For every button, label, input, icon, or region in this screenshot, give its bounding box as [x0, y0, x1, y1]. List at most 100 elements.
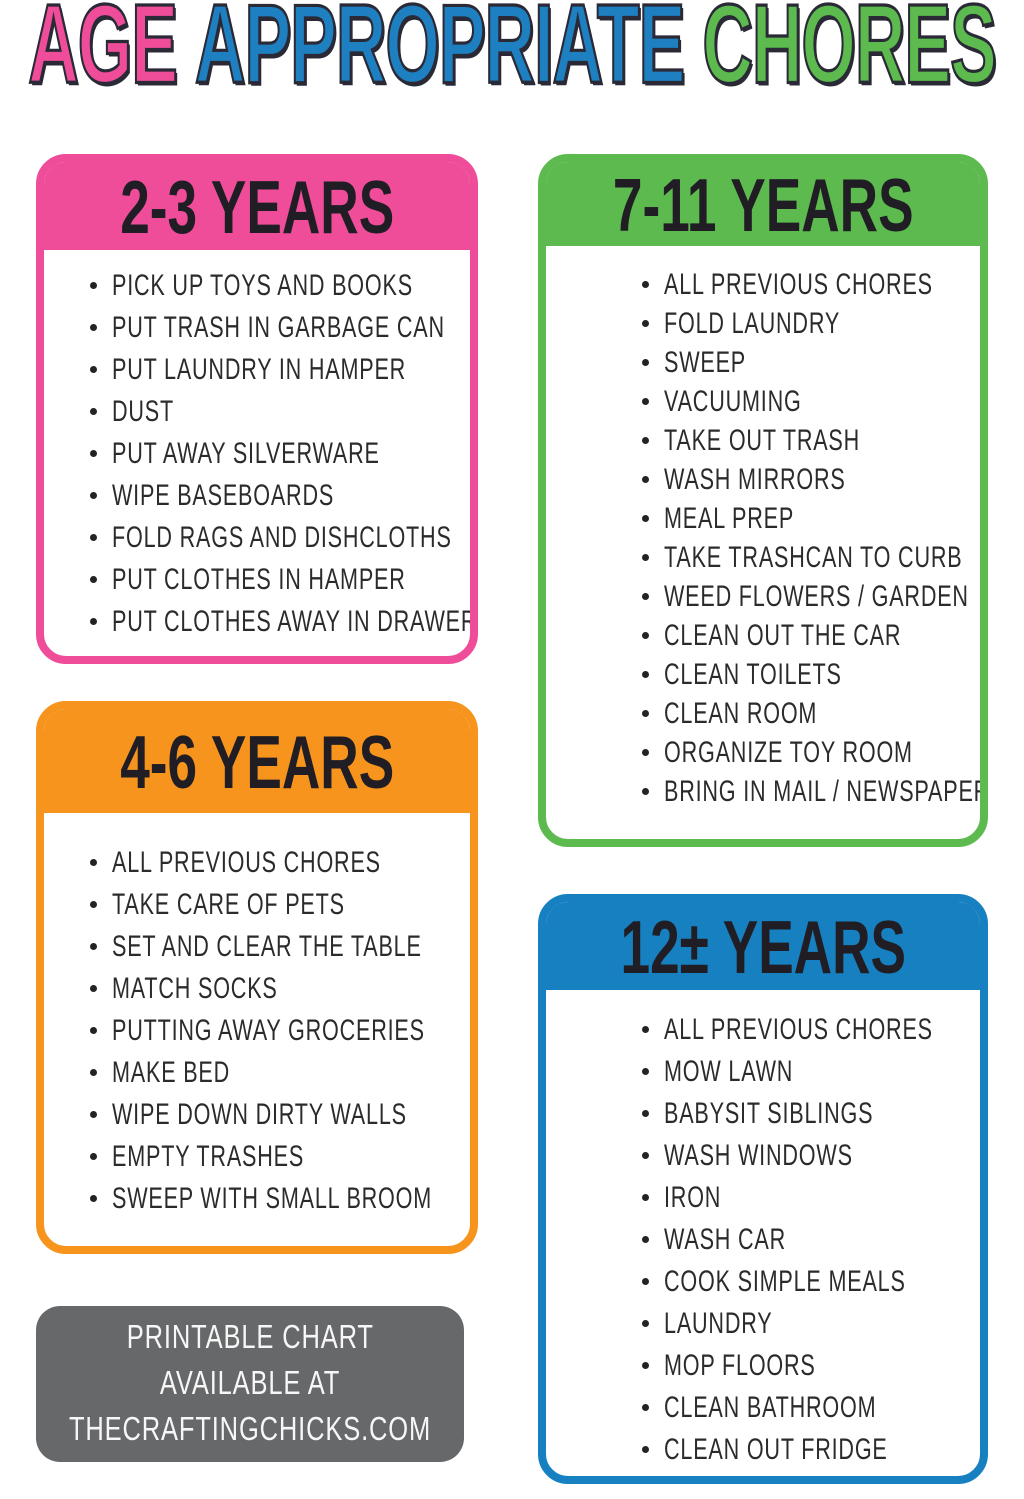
chore-item: ALL PREVIOUS CHORES	[642, 1011, 974, 1045]
chore-item-label: ALL PREVIOUS CHORES	[664, 1011, 933, 1045]
chore-item-label: PUT AWAY SILVERWARE	[112, 435, 380, 469]
chore-item-label: BABYSIT SIBLINGS	[664, 1095, 874, 1129]
chore-item: BRING IN MAIL / NEWSPAPER	[642, 774, 980, 807]
chore-item-label: MAKE BED	[112, 1054, 231, 1088]
chore-item: FOLD LAUNDRY	[642, 306, 974, 340]
title-word-appropriate: APPROPRIATE	[194, 0, 686, 108]
chore-item-label: ORGANIZE TOY ROOM	[664, 735, 913, 769]
chore-item: CLEAN TOILETS	[642, 657, 974, 691]
card-4-6-years-list: ALL PREVIOUS CHORES TAKE CARE OF PETS SE…	[44, 813, 470, 1214]
chore-item: FOLD RAGS AND DISHCLOTHS	[90, 520, 464, 553]
bullet-dot-icon	[642, 1445, 649, 1453]
card-4-6-years: 4-6 YEARS ALL PREVIOUS CHORES TAKE CARE …	[36, 701, 478, 1254]
bullet-dot-icon	[90, 323, 97, 331]
bullet-dot-icon	[642, 749, 649, 756]
chore-item: TAKE OUT TRASH	[642, 423, 974, 457]
chore-item: MEAL PREP	[642, 501, 974, 534]
chore-item: DUST	[90, 394, 464, 427]
card-7-11-years-title: 7-11 YEARS	[612, 161, 914, 247]
chore-item-label: CLEAN TOILETS	[664, 657, 842, 691]
bullet-dot-icon	[90, 617, 97, 625]
bullet-dot-icon	[642, 1109, 649, 1117]
chore-item: PUT CLOTHES IN HAMPER	[90, 562, 464, 595]
left-column: 2-3 YEARS PICK UP TOYS AND BOOKS PUT TRA…	[36, 154, 478, 1484]
chore-item: VACUUMING	[642, 384, 974, 417]
chore-item: WASH CAR	[642, 1221, 974, 1255]
chore-item-label: SET AND CLEAR THE TABLE	[112, 928, 422, 962]
chore-item: WASH WINDOWS	[642, 1137, 974, 1171]
page-title: AGE APPROPRIATE CHORES	[0, 0, 1024, 124]
chore-item-label: LAUNDRY	[664, 1305, 773, 1339]
chore-item: CLEAN OUT THE CAR	[642, 618, 974, 652]
chore-item: PUT AWAY SILVERWARE	[90, 435, 464, 469]
chore-item: BABYSIT SIBLINGS	[642, 1095, 974, 1129]
chore-item: MOP FLOORS	[642, 1347, 974, 1381]
chore-item: PUT LAUNDRY IN HAMPER	[90, 351, 464, 385]
chore-item-label: MOW LAWN	[664, 1053, 794, 1087]
chore-item: CLEAN BATHROOM	[642, 1389, 974, 1423]
chore-item: MOW LAWN	[642, 1053, 974, 1087]
chore-item-label: MOP FLOORS	[664, 1347, 816, 1381]
chore-item: WIPE DOWN DIRTY WALLS	[90, 1097, 464, 1130]
chore-item-label: SWEEP WITH SMALL BROOM	[112, 1180, 433, 1214]
chore-item: ALL PREVIOUS CHORES	[90, 845, 464, 878]
chore-item: WASH MIRRORS	[642, 462, 974, 496]
chore-item: WIPE BASEBOARDS	[90, 477, 464, 511]
chore-item-label: PUTTING AWAY GROCERIES	[112, 1012, 425, 1046]
footer-line-3: THECRAFTINGCHICKS.COM	[68, 1411, 432, 1448]
chore-item-label: WASH CAR	[664, 1221, 787, 1255]
bullet-dot-icon	[642, 671, 649, 678]
chore-item-label: EMPTY TRASHES	[112, 1138, 305, 1172]
chore-item-label: PUT CLOTHES AWAY IN DRAWERS	[112, 603, 478, 637]
chore-item-label: TAKE TRASHCAN TO CURB	[664, 540, 963, 574]
bullet-dot-icon	[642, 1235, 649, 1243]
chore-item-label: CLEAN OUT THE CAR	[664, 618, 902, 652]
bullet-dot-icon	[642, 1319, 649, 1327]
bullet-dot-icon	[90, 491, 97, 499]
chore-item-label: PICK UP TOYS AND BOOKS	[112, 267, 413, 301]
bullet-dot-icon	[642, 476, 649, 483]
chore-item-label: BRING IN MAIL / NEWSPAPER	[664, 774, 988, 808]
chore-item: MAKE BED	[90, 1054, 464, 1088]
chore-item: ALL PREVIOUS CHORES	[642, 267, 974, 300]
bullet-dot-icon	[642, 437, 649, 444]
bullet-dot-icon	[642, 710, 649, 717]
card-12-plus-years-list: ALL PREVIOUS CHORES MOW LAWN BABYSIT SIB…	[546, 990, 980, 1465]
card-7-11-years-list: ALL PREVIOUS CHORES FOLD LAUNDRY SWEEP V…	[546, 246, 980, 807]
bullet-dot-icon	[642, 1193, 649, 1201]
bullet-dot-icon	[642, 554, 649, 561]
title-word-age: AGE	[27, 0, 179, 108]
printable-chart-note: PRINTABLE CHART AVAILABLE AT THECRAFTING…	[36, 1306, 464, 1462]
card-12-plus-years: 12± YEARS ALL PREVIOUS CHORES MOW LAWN B…	[538, 894, 988, 1484]
bullet-dot-icon	[642, 398, 649, 405]
card-4-6-years-title: 4-6 YEARS	[119, 718, 394, 804]
bullet-dot-icon	[642, 1151, 649, 1159]
chore-item-label: WASH WINDOWS	[664, 1137, 853, 1171]
chore-item: PUT CLOTHES AWAY IN DRAWERS	[90, 604, 470, 637]
bullet-dot-icon	[642, 320, 649, 327]
chore-item: WEED FLOWERS / GARDEN	[642, 579, 974, 612]
chore-item-label: FOLD LAUNDRY	[664, 306, 841, 340]
chore-item: PUTTING AWAY GROCERIES	[90, 1012, 464, 1046]
bullet-dot-icon	[642, 1067, 649, 1075]
bullet-dot-icon	[90, 900, 97, 908]
bullet-dot-icon	[90, 942, 97, 950]
chore-item-label: WASH MIRRORS	[664, 462, 846, 496]
card-7-11-years: 7-11 YEARS ALL PREVIOUS CHORES FOLD LAUN…	[538, 154, 988, 847]
chore-item: CLEAN ROOM	[642, 696, 974, 729]
chore-item-label: COOK SIMPLE MEALS	[664, 1263, 906, 1297]
footer-line-1: PRINTABLE CHART	[126, 1319, 374, 1356]
bullet-dot-icon	[642, 515, 649, 522]
chore-item-label: WIPE BASEBOARDS	[112, 477, 335, 511]
bullet-dot-icon	[642, 788, 649, 795]
chore-item: COOK SIMPLE MEALS	[642, 1263, 974, 1297]
chore-item: PICK UP TOYS AND BOOKS	[90, 267, 464, 301]
card-4-6-years-header: 4-6 YEARS	[44, 709, 470, 813]
chore-item-label: TAKE OUT TRASH	[664, 423, 861, 457]
chore-item-label: PUT LAUNDRY IN HAMPER	[112, 351, 407, 385]
chore-item: MATCH SOCKS	[90, 971, 464, 1004]
chore-item: SWEEP	[642, 345, 974, 378]
chore-item-label: CLEAN BATHROOM	[664, 1389, 877, 1423]
bullet-dot-icon	[642, 281, 649, 288]
